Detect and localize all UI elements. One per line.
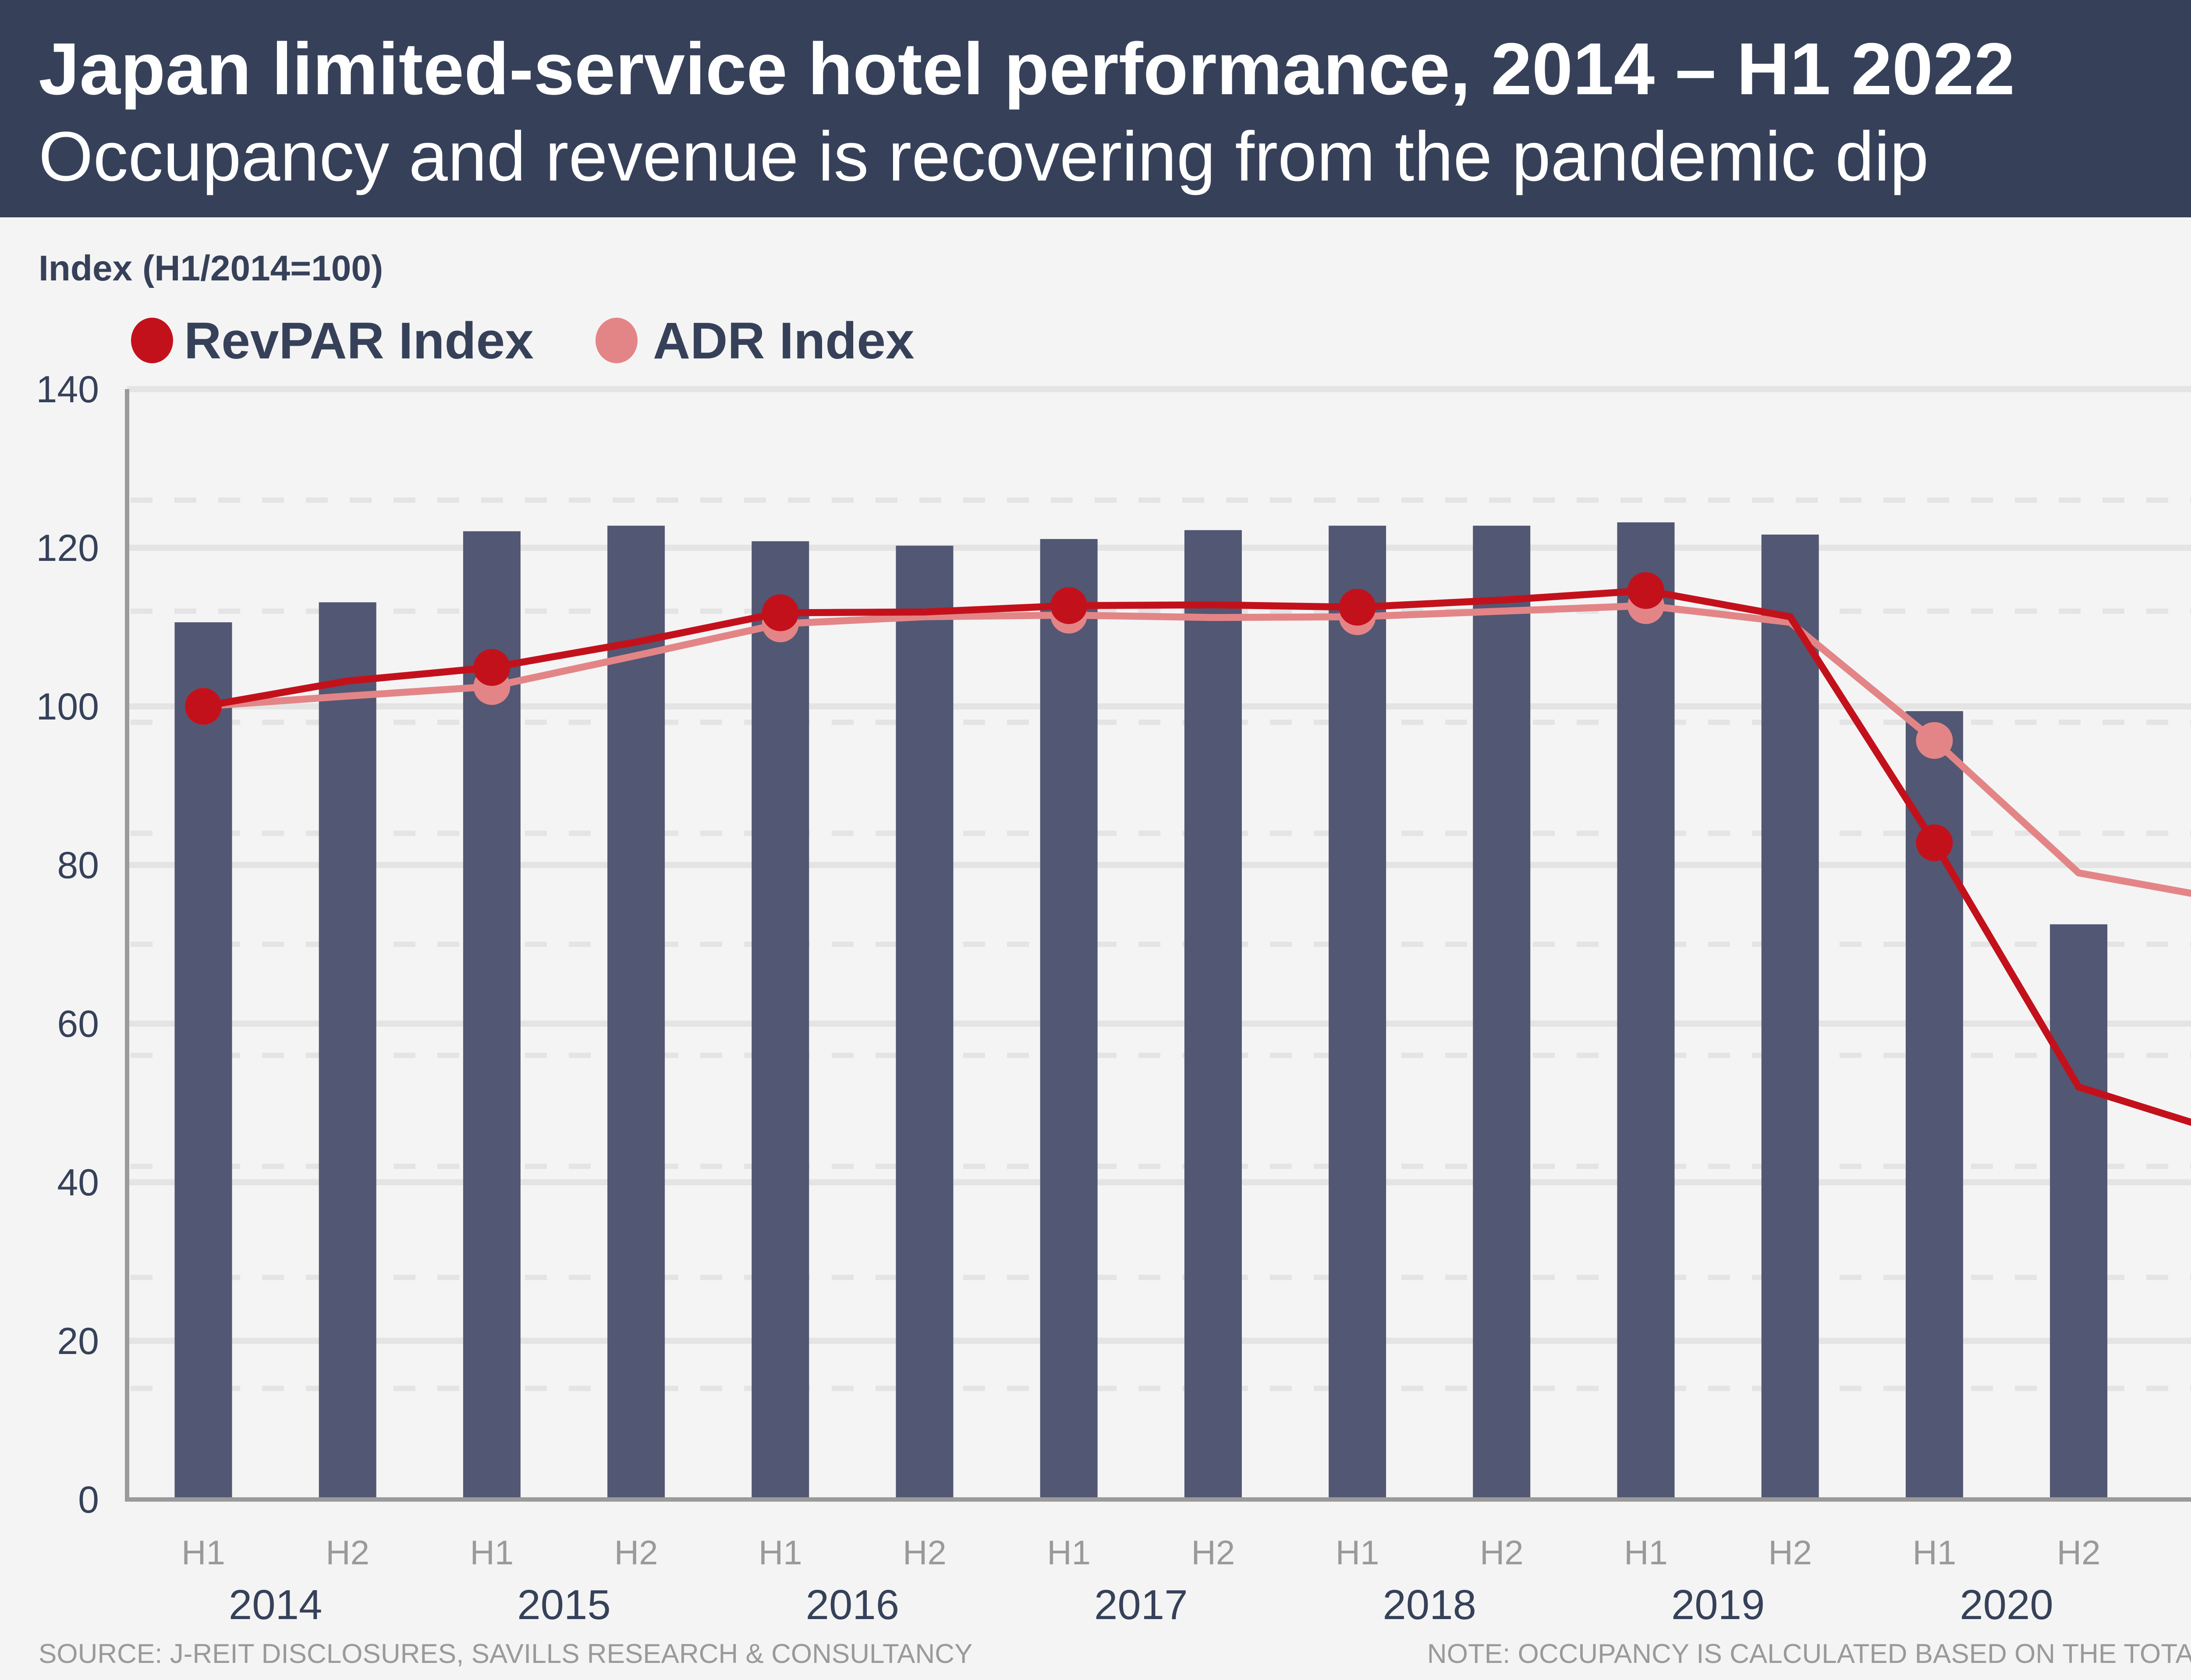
occupancy-bar: [1617, 522, 1675, 1499]
half-tick-label: H2: [614, 1533, 658, 1572]
year-tick-label: 2019: [1671, 1581, 1765, 1628]
half-tick-label: H2: [1768, 1533, 1812, 1572]
half-tick-label: H1: [181, 1533, 225, 1572]
left-tick-label: 140: [36, 369, 99, 411]
half-tick-label: H2: [1191, 1533, 1235, 1572]
revpar-point: [1627, 572, 1664, 609]
legend-adr-label: ADR Index: [653, 312, 915, 370]
occupancy-bar: [1040, 539, 1098, 1500]
legend-revpar-label: RevPAR Index: [184, 312, 534, 370]
axes: [125, 389, 2191, 1502]
half-tick-label: H2: [326, 1533, 369, 1572]
occupancy-bar: [319, 602, 376, 1499]
half-tick-label: H1: [1913, 1533, 1957, 1572]
occupancy-bar: [896, 546, 954, 1499]
revpar-point: [1916, 824, 1953, 861]
revpar-point: [185, 688, 222, 725]
occupancy-bar: [2050, 924, 2108, 1499]
gridlines: [127, 386, 2191, 1391]
adr-point: [1916, 722, 1953, 759]
index-lines: [185, 572, 2191, 1126]
year-tick-label: 2015: [517, 1581, 611, 1628]
occupancy-bar: [1184, 530, 1242, 1500]
revpar-point: [762, 594, 799, 631]
half-tick-label: H2: [2057, 1533, 2101, 1572]
source-note: SOURCE: J-REIT DISCLOSURES, SAVILLS RESE…: [39, 1639, 972, 1669]
occupancy-bar: [1761, 534, 1819, 1499]
header-band: [0, 0, 2191, 217]
left-tick-label: 60: [57, 1003, 99, 1045]
legend-adr-marker: [596, 318, 638, 363]
left-tick-label: 20: [57, 1320, 99, 1362]
revpar-point: [1050, 587, 1088, 624]
occupancy-bar: [1329, 525, 1386, 1499]
half-tick-label: H1: [470, 1533, 514, 1572]
left-axis-title: Index (H1/2014=100): [39, 248, 383, 288]
left-tick-label: 0: [78, 1479, 99, 1521]
occupancy-note: NOTE: OCCUPANCY IS CALCULATED BASED ON T…: [1427, 1639, 2191, 1669]
legend: RevPAR Index ADR Index Occupancy: [131, 312, 915, 370]
left-tick-label: 120: [36, 527, 99, 569]
revpar-point: [473, 649, 511, 686]
half-tick-label: H1: [1336, 1533, 1379, 1572]
chart-title: Japan limited-service hotel performance,…: [39, 28, 2015, 110]
occupancy-bar: [1473, 525, 1531, 1499]
chart-subtitle: Occupancy and revenue is recovering from…: [39, 117, 1929, 195]
legend-revpar-marker: [131, 318, 173, 363]
revpar-point: [1339, 588, 1376, 626]
half-tick-label: H1: [1624, 1533, 1668, 1572]
year-tick-label: 2014: [229, 1581, 323, 1628]
half-tick-label: H1: [1047, 1533, 1091, 1572]
half-tick-label: H2: [903, 1533, 947, 1572]
occupancy-bar: [174, 622, 232, 1499]
half-tick-label: H2: [1480, 1533, 1524, 1572]
year-tick-label: 2017: [1094, 1581, 1188, 1628]
left-tick-label: 80: [57, 844, 99, 886]
occupancy-bars: [174, 522, 2108, 1500]
year-tick-label: 2018: [1383, 1581, 1476, 1628]
occupancy-bar: [607, 525, 665, 1499]
left-tick-label: 100: [36, 686, 99, 728]
year-tick-label: 2020: [1960, 1581, 2053, 1628]
year-tick-label: 2016: [806, 1581, 900, 1628]
occupancy-bar: [752, 541, 809, 1499]
half-tick-label: H1: [759, 1533, 802, 1572]
left-tick-label: 40: [57, 1162, 99, 1204]
tick-labels: 0204060801001201400102030405060708090100…: [36, 369, 2101, 1628]
